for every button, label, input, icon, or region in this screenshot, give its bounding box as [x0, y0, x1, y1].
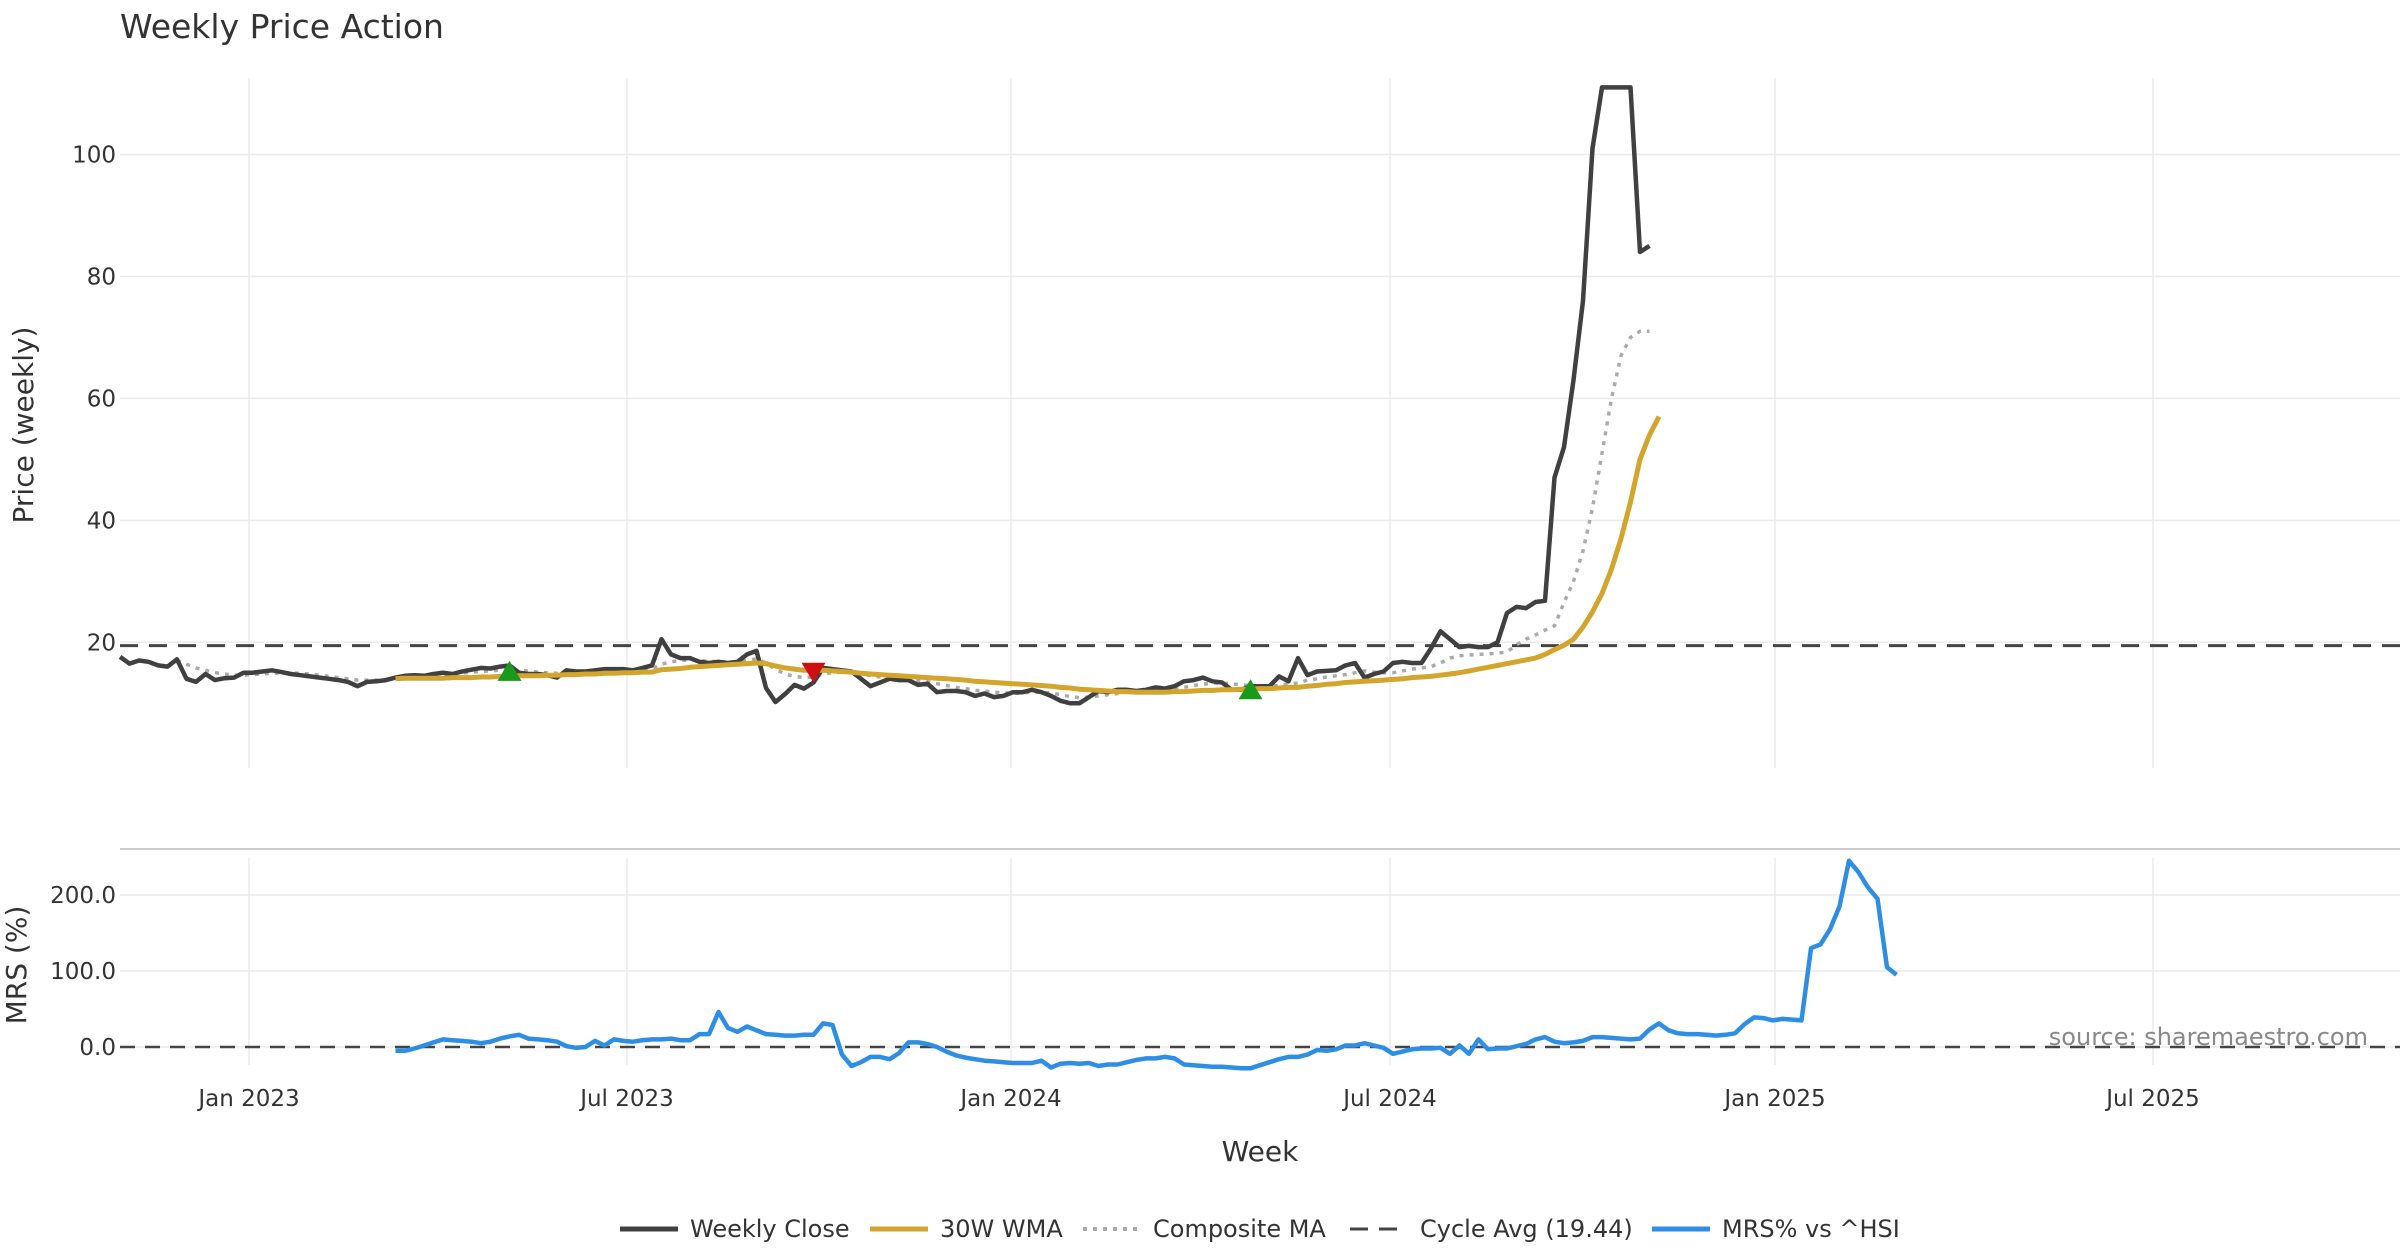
sell-signal-marker	[801, 662, 826, 683]
mrs-series	[120, 858, 2400, 1071]
mrs-y-tick-label: 100.0	[50, 959, 116, 985]
grid-layer	[120, 78, 2400, 1065]
legend: Weekly Close 30W WMA Composite MA Cycle Avg…	[620, 1215, 1900, 1243]
x-tick-label: Jul 2025	[2104, 1086, 2200, 1112]
signal-markers	[497, 660, 1263, 700]
legend-label: MRS% vs ^HSI	[1722, 1215, 1900, 1243]
price-y-tick-label: 100	[72, 142, 116, 168]
price-y-ticks: 20 40 60 80 100	[72, 142, 116, 656]
mrs-y-tick-label: 0.0	[79, 1035, 116, 1061]
mrs-y-tick-label: 200.0	[50, 883, 116, 909]
wma-30w-line	[395, 415, 1662, 695]
price-y-axis-label: Price (weekly)	[7, 327, 40, 524]
x-ticks: Jan 2023 Jul 2023 Jan 2024 Jul 2024 Jan 2025…	[196, 1086, 2199, 1112]
mrs-y-ticks: 0.0 100.0 200.0	[50, 883, 116, 1061]
legend-label: 30W WMA	[940, 1215, 1063, 1243]
x-tick-label: Jan 2023	[196, 1086, 299, 1112]
x-tick-label: Jan 2025	[1722, 1086, 1825, 1112]
price-series	[118, 85, 2400, 706]
x-tick-label: Jul 2023	[578, 1086, 674, 1112]
price-y-tick-label: 80	[87, 264, 116, 290]
legend-label: Weekly Close	[690, 1215, 850, 1243]
legend-label: Cycle Avg (19.44)	[1420, 1215, 1633, 1243]
legend-label: Composite MA	[1153, 1215, 1326, 1243]
buy-signal-marker	[497, 660, 522, 681]
composite-ma-line	[176, 329, 1650, 700]
price-y-tick-label: 60	[87, 386, 116, 412]
source-annotation: source: sharemaestro.com	[2049, 1023, 2368, 1051]
price-panel: Price (weekly) 20 40 60 80 100	[7, 85, 2400, 706]
x-tick-label: Jul 2024	[1341, 1086, 1437, 1112]
mrs-y-axis-label: MRS (%)	[0, 906, 33, 1025]
x-tick-label: Jan 2024	[958, 1086, 1061, 1112]
chart-title: Weekly Price Action	[120, 7, 444, 46]
mrs-line	[395, 858, 1898, 1071]
x-axis-label: Week	[1222, 1135, 1299, 1168]
buy-signal-marker	[1238, 679, 1263, 700]
price-y-tick-label: 40	[87, 508, 116, 534]
weekly-close-line	[118, 85, 1651, 706]
mrs-panel: MRS (%) 0.0 100.0 200.0	[0, 858, 2400, 1071]
price-y-tick-label: 20	[87, 630, 116, 656]
